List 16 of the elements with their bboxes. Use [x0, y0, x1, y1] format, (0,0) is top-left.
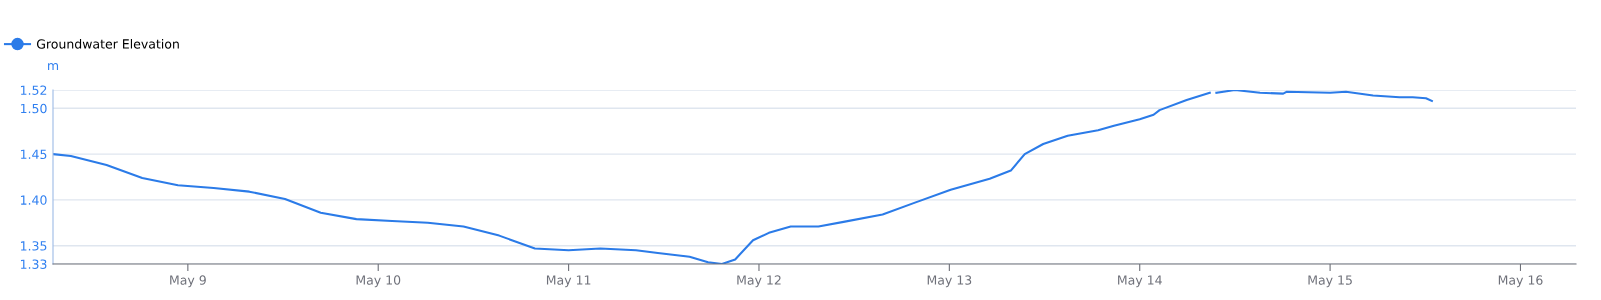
y-tick-label: 1.35	[20, 241, 47, 251]
x-tick-label: May 13	[927, 275, 972, 288]
x-tick-label: May 10	[356, 275, 401, 288]
y-tick-label: 1.33	[20, 259, 47, 269]
legend-label: Groundwater Elevation	[36, 38, 179, 49]
y-tick-label: 1.52	[20, 85, 47, 95]
x-tick-label: May 9	[170, 275, 206, 288]
y-tick-label: 1.45	[20, 149, 47, 160]
x-tick-label: May 16	[1498, 275, 1543, 288]
y-tick-label: 1.40	[20, 195, 47, 205]
x-tick-label: May 14	[1118, 275, 1162, 288]
x-tick-label: May 12	[737, 275, 781, 288]
x-tick-label: May 15	[1308, 275, 1352, 288]
x-tick-label: May 11	[546, 275, 591, 288]
y-axis-title: m	[48, 63, 59, 70]
y-tick-label: 1.50	[20, 103, 47, 114]
